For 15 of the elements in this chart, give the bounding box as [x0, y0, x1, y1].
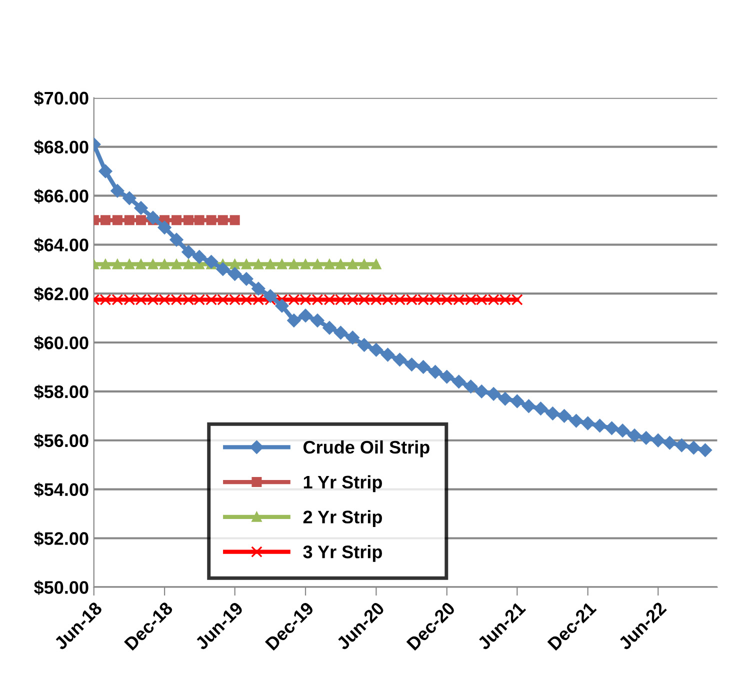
y-tick-label: $58.00 [34, 384, 88, 400]
y-tick-label: $60.00 [34, 336, 88, 350]
y-tick-label: $64.00 [34, 238, 88, 253]
y-tick-label: $52.00 [34, 531, 88, 546]
y-tick-label: $56.00 [34, 434, 88, 448]
legend-label: 1 Yr Strip [304, 475, 382, 492]
y-tick-label: $50.00 [34, 580, 88, 596]
legend-label: 2 Yr Strip [303, 510, 382, 527]
y-tick-label: $66.00 [34, 188, 88, 204]
y-tick-label: $54.00 [34, 482, 88, 498]
legend-label: 3 Yr Strip [303, 545, 382, 562]
y-tick-label: $68.00 [34, 140, 88, 155]
y-tick-label: $70.00 [34, 91, 88, 106]
y-tick-label: $62.00 [34, 286, 88, 302]
legend-label: Crude Oil Strip [304, 440, 430, 458]
